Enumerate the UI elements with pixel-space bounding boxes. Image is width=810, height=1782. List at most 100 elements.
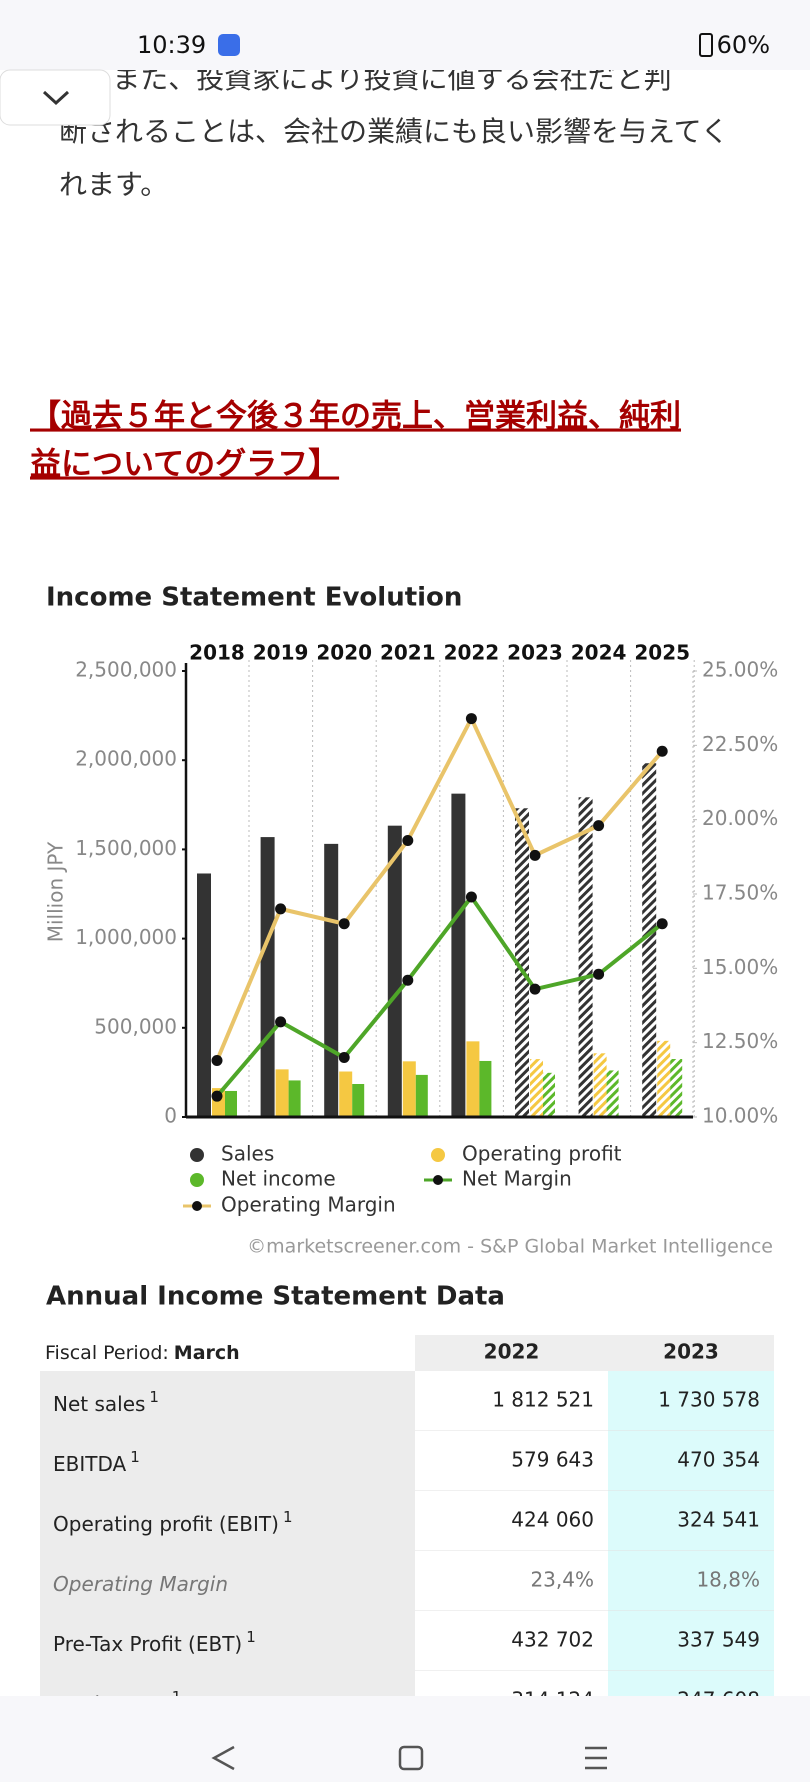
- bar: [275, 1069, 289, 1117]
- period-label-text: Fiscal Period:: [45, 1342, 169, 1364]
- column-header: 2023: [663, 1340, 719, 1364]
- cell-value: 324 541: [677, 1508, 760, 1532]
- row-label-cell: [40, 1431, 415, 1491]
- y-axis-label: Million JPY: [44, 841, 68, 942]
- line: [215, 893, 664, 1098]
- x-tick-label: 2022: [444, 641, 500, 665]
- bar: [530, 1059, 543, 1117]
- y-tick-label: 1,000,000: [75, 925, 177, 949]
- clock: 10:39: [137, 31, 206, 59]
- row-label: Net sales 1: [53, 1388, 159, 1416]
- table-header-bg: [415, 1335, 774, 1371]
- bar: [225, 1090, 237, 1117]
- table-title: Annual Income Statement Data: [46, 1282, 505, 1312]
- line-marker: [275, 1016, 287, 1028]
- footnote-mark: 1: [246, 1628, 256, 1646]
- bar: [670, 1059, 683, 1117]
- row-label: Operating profit (EBIT) 1: [53, 1508, 292, 1536]
- legend-label: Operating Margin: [221, 1193, 396, 1217]
- y2-tick-label: 15.00%: [702, 955, 778, 979]
- line-marker: [593, 820, 605, 832]
- cell: [415, 1371, 608, 1431]
- cell: [415, 1431, 608, 1491]
- status-bar-bg: [0, 0, 810, 70]
- chart-source: ©marketscreener.com - S&P Global Market …: [247, 1236, 773, 1258]
- line-marker: [338, 1052, 350, 1064]
- y-tick-label: 500,000: [94, 1014, 177, 1038]
- line-marker: [656, 745, 668, 757]
- row-label-text: Operating Margin: [53, 1572, 228, 1596]
- legend-marker: [433, 1175, 443, 1185]
- bar: [479, 1060, 492, 1117]
- line-marker: [275, 903, 287, 915]
- bar: [606, 1070, 619, 1117]
- bar: [543, 1072, 555, 1117]
- row-label: Operating Margin: [53, 1572, 228, 1596]
- legend-label: Operating profit: [462, 1142, 622, 1166]
- bar: [593, 1053, 607, 1117]
- legend-marker: [190, 1148, 204, 1162]
- collapse-button-bg[interactable]: [0, 69, 111, 126]
- bar: [339, 1071, 353, 1117]
- nav-bar: [0, 1696, 810, 1782]
- bar: [352, 1083, 365, 1117]
- row-label-text: Pre-Tax Profit (EBT): [53, 1632, 242, 1656]
- cell: [415, 1611, 608, 1671]
- line-marker: [529, 849, 541, 861]
- collapse-button[interactable]: [0, 69, 111, 126]
- x-tick-label: 2023: [507, 641, 563, 665]
- footnote-mark: 1: [130, 1448, 140, 1466]
- cell-value: 424 060: [511, 1508, 594, 1532]
- bar: [466, 1041, 480, 1117]
- line-marker: [593, 968, 605, 980]
- line-marker: [656, 918, 668, 930]
- line-marker: [211, 1090, 223, 1102]
- nav-bar-bg: [0, 1696, 810, 1782]
- chart-title: Income Statement Evolution: [46, 583, 462, 613]
- menu-button[interactable]: [585, 1746, 607, 1770]
- chevron-icon: [42, 90, 70, 106]
- content: す。また、投資家により投資に値する会社だと判断されることは、会社の業績にも良い影…: [30, 62, 778, 1732]
- line-marker: [211, 1055, 223, 1067]
- battery-icon: [699, 33, 713, 57]
- y2-tick-label: 20.00%: [702, 806, 778, 830]
- legend-marker: [190, 1173, 204, 1187]
- cell-value: 23,4%: [530, 1568, 594, 1592]
- article-text: 断されることは、会社の業績にも良い影響を与えてく: [59, 115, 729, 148]
- cell: [415, 1551, 608, 1611]
- row-label-cell: [40, 1611, 415, 1671]
- x-tick-label: 2021: [380, 641, 436, 665]
- legend-marker: [192, 1201, 202, 1211]
- period-label: Fiscal Period: March: [45, 1342, 240, 1364]
- y-tick-label: 2,000,000: [75, 747, 177, 771]
- x-tick-label: 2025: [634, 641, 690, 665]
- bar: [387, 825, 402, 1117]
- period-value: March: [174, 1342, 240, 1364]
- bar: [515, 808, 529, 1117]
- line-marker: [465, 713, 477, 725]
- row-label-cell: [40, 1371, 415, 1431]
- cell-forecast: [608, 1551, 774, 1611]
- cell-forecast: [608, 1611, 774, 1671]
- cell-value: 1 730 578: [658, 1388, 760, 1412]
- y-tick-label: 2,500,000: [75, 658, 177, 682]
- legend-label: Net income: [221, 1167, 336, 1191]
- cell-forecast: [608, 1491, 774, 1551]
- x-tick-label: 2020: [316, 641, 372, 665]
- y2-tick-label: 22.50%: [702, 732, 778, 756]
- status-bar: 10:39 60%: [0, 0, 810, 70]
- bar: [197, 873, 211, 1117]
- battery-level: 60%: [717, 31, 770, 59]
- y2-tick-label: 12.50%: [702, 1029, 778, 1053]
- bar: [451, 793, 466, 1117]
- home-button[interactable]: [398, 1745, 424, 1771]
- back-button[interactable]: [211, 1745, 235, 1771]
- bar: [415, 1074, 428, 1117]
- bar: [642, 763, 657, 1117]
- article-text: れます。: [59, 168, 168, 201]
- row-label: Pre-Tax Profit (EBT) 1: [53, 1628, 256, 1656]
- bar: [657, 1040, 671, 1117]
- column-header: 2022: [484, 1340, 540, 1364]
